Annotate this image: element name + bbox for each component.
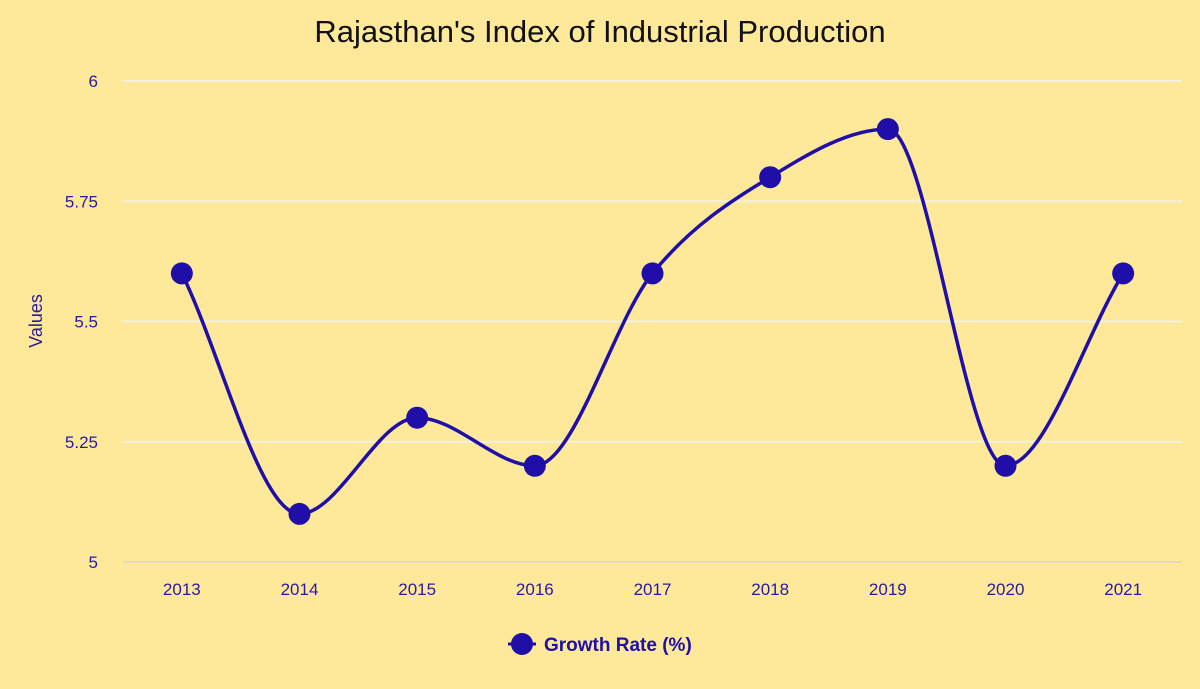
legend-dot-marker (511, 633, 533, 655)
x-tick-label: 2018 (751, 580, 789, 599)
x-axis-ticks: 2013 2014 2015 2016 2017 2018 2019 2020 2021 (163, 580, 1142, 599)
x-tick-label: 2020 (987, 580, 1025, 599)
y-tick-label: 5.75 (65, 192, 98, 211)
y-tick-label: 5.5 (74, 313, 98, 332)
x-tick-label: 2016 (516, 580, 554, 599)
y-axis-label: Values (26, 294, 46, 348)
data-points (170, 118, 1135, 525)
x-tick-label: 2014 (281, 580, 319, 599)
data-point[interactable] (641, 262, 664, 285)
data-point[interactable] (406, 406, 429, 429)
y-tick-label: 5.25 (65, 433, 98, 452)
data-point[interactable] (523, 454, 546, 477)
data-point[interactable] (994, 454, 1017, 477)
x-tick-label: 2019 (869, 580, 907, 599)
data-point[interactable] (759, 166, 782, 189)
y-tick-label: 6 (89, 72, 98, 91)
data-point[interactable] (288, 502, 311, 525)
legend[interactable]: Growth Rate (%) (508, 633, 692, 656)
y-axis-ticks: 5 5.25 5.5 5.75 6 (65, 72, 98, 572)
x-tick-label: 2013 (163, 580, 201, 599)
x-tick-label: 2021 (1104, 580, 1142, 599)
data-point[interactable] (170, 262, 193, 285)
x-tick-label: 2015 (398, 580, 436, 599)
gridlines (123, 80, 1182, 563)
legend-label: Growth Rate (%) (544, 635, 692, 656)
data-point[interactable] (1112, 262, 1135, 285)
y-tick-label: 5 (89, 553, 98, 572)
data-point[interactable] (876, 118, 899, 141)
chart-title: Rajasthan's Index of Industrial Producti… (314, 14, 885, 49)
x-tick-label: 2017 (634, 580, 672, 599)
